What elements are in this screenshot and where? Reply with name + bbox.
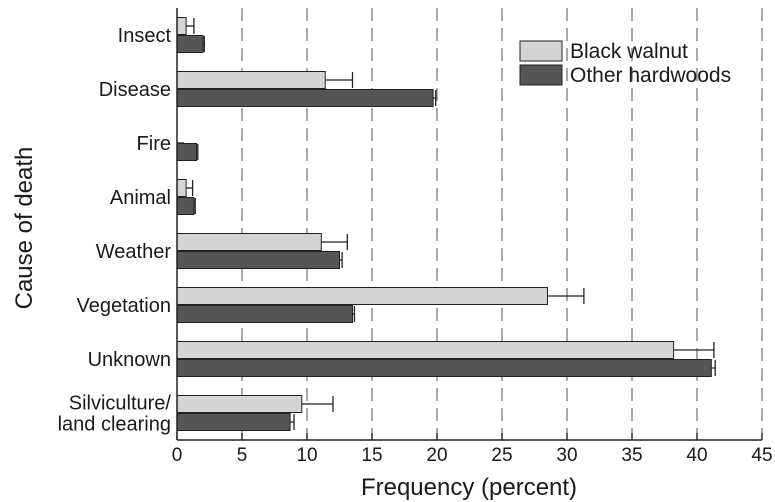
y-category-labels: Insect Disease Fire Animal Weather Vegetation…	[58, 25, 184, 436]
legend-label: Other hardwoods	[570, 64, 731, 87]
x-tick-label: 25	[491, 445, 512, 466]
bar	[176, 197, 195, 215]
legend-swatch	[519, 64, 563, 86]
bar	[176, 17, 187, 35]
bar	[176, 341, 675, 359]
bar	[176, 179, 187, 197]
x-tick-label: 5	[237, 445, 248, 466]
x-tick-label: 20	[426, 445, 447, 466]
x-tick-label: 40	[686, 445, 707, 466]
bar	[176, 251, 340, 269]
category-label: Insect	[118, 25, 172, 47]
x-tick-label: 10	[296, 445, 317, 466]
bar	[176, 359, 712, 377]
category-label: land clearing	[58, 414, 171, 436]
bar	[176, 71, 326, 89]
category-label: Weather	[96, 241, 172, 263]
axes	[176, 8, 762, 441]
bar	[176, 143, 197, 161]
x-axis-title: Frequency (percent)	[361, 474, 577, 501]
x-tick-label: 15	[361, 445, 382, 466]
category-label: Animal	[110, 187, 171, 209]
bar	[176, 305, 353, 323]
x-tick-label: 0	[172, 445, 183, 466]
bar	[176, 395, 303, 413]
y-axis-title: Cause of death	[11, 147, 38, 310]
category-label: Fire	[137, 133, 171, 155]
x-ticks: 0 5 10 15 20 25 30 35 40 45	[172, 433, 773, 466]
bar	[176, 35, 204, 53]
category-label: Silviculture/	[69, 393, 172, 415]
x-tick-label: 35	[621, 445, 642, 466]
category-label: Disease	[99, 79, 171, 101]
bar	[176, 287, 548, 305]
bar	[176, 233, 322, 251]
x-tick-label: 45	[751, 445, 772, 466]
legend-label: Black walnut	[570, 40, 688, 63]
bar	[176, 413, 291, 431]
bar	[176, 89, 434, 107]
x-tick-label: 30	[556, 445, 577, 466]
legend-swatch	[519, 40, 563, 62]
category-label: Unknown	[88, 349, 171, 371]
category-label: Vegetation	[76, 295, 171, 317]
